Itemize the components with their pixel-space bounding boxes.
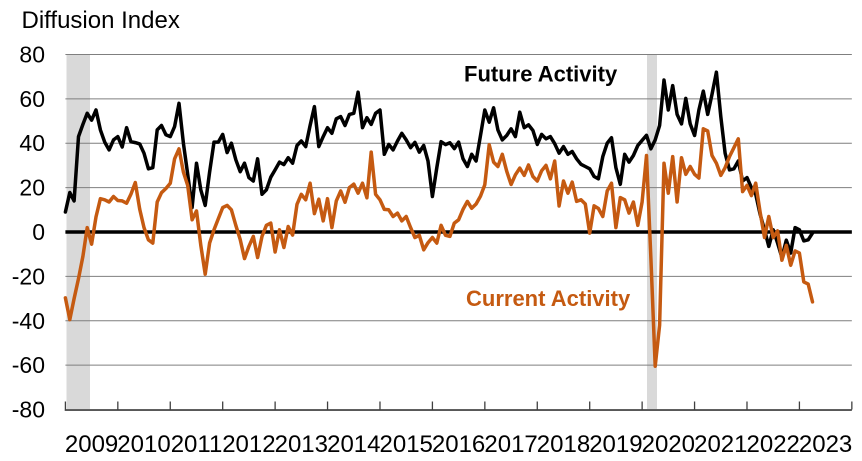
svg-text:40: 40 bbox=[19, 130, 45, 156]
svg-text:-40: -40 bbox=[12, 308, 45, 334]
svg-text:2018: 2018 bbox=[537, 431, 590, 458]
svg-text:2011: 2011 bbox=[171, 431, 223, 458]
svg-text:Diffusion Index: Diffusion Index bbox=[22, 7, 180, 34]
svg-text:2020: 2020 bbox=[642, 431, 695, 458]
svg-text:2010: 2010 bbox=[117, 431, 170, 458]
svg-text:20: 20 bbox=[19, 175, 45, 201]
svg-text:2023: 2023 bbox=[799, 431, 852, 458]
svg-text:60: 60 bbox=[19, 86, 45, 112]
svg-text:80: 80 bbox=[19, 42, 45, 68]
svg-text:2009: 2009 bbox=[65, 431, 118, 458]
svg-text:2021: 2021 bbox=[694, 431, 747, 458]
svg-text:2017: 2017 bbox=[484, 431, 537, 458]
svg-text:Current Activity: Current Activity bbox=[466, 286, 631, 311]
svg-text:2015: 2015 bbox=[380, 431, 433, 458]
svg-text:2022: 2022 bbox=[747, 431, 800, 458]
svg-text:2014: 2014 bbox=[327, 431, 380, 458]
svg-text:Future Activity: Future Activity bbox=[464, 62, 618, 87]
svg-text:-80: -80 bbox=[12, 397, 45, 423]
svg-text:2012: 2012 bbox=[222, 431, 275, 458]
svg-text:0: 0 bbox=[32, 219, 45, 245]
svg-text:2019: 2019 bbox=[589, 431, 642, 458]
svg-text:-20: -20 bbox=[12, 263, 45, 289]
svg-text:2016: 2016 bbox=[432, 431, 485, 458]
svg-text:2013: 2013 bbox=[275, 431, 328, 458]
svg-text:-60: -60 bbox=[12, 352, 45, 378]
